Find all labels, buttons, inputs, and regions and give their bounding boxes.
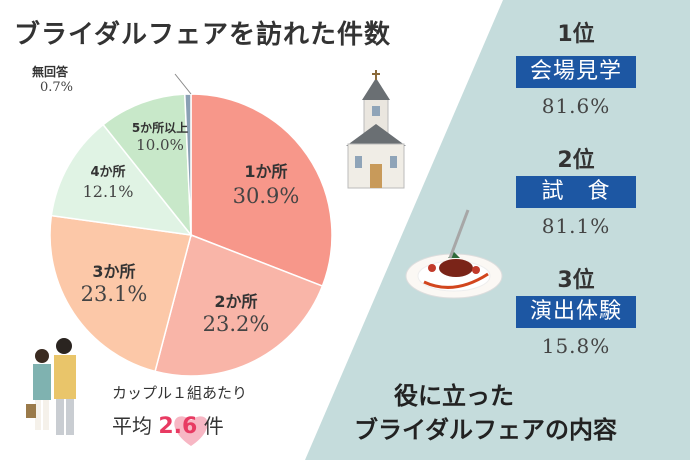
slice-value-3: 23.1% [80, 282, 148, 306]
pie-slice-1 [190, 93, 333, 288]
slice-label-5: 5か所以上 [131, 121, 189, 135]
rank-1-box: 会場見学 [516, 56, 636, 88]
pie-slice-2 [154, 233, 324, 377]
rank-3-value: 15.8% [541, 334, 611, 358]
pie-chart [49, 93, 333, 377]
slice-label-6: 無回答 [32, 65, 69, 79]
slice-value-2: 23.2% [202, 312, 270, 336]
ranking-title-line2: ブライダルフェアの内容 [354, 416, 618, 444]
no-answer-leader-line [174, 73, 192, 95]
rank-3-box: 演出体験 [516, 296, 636, 328]
pie-slice-3 [49, 214, 192, 373]
slice-value-4: 12.1% [82, 182, 134, 201]
slice-value-6: 0.7% [40, 80, 74, 95]
heart-icon [174, 416, 208, 446]
slice-label-3: 3か所 [92, 262, 136, 281]
slice-label-2: 2か所 [214, 292, 258, 311]
average-line: 平均 2.6 件 [112, 410, 224, 439]
slice-value-1: 30.9% [232, 184, 300, 208]
slice-value-5: 10.0% [136, 136, 184, 154]
rank-1-title: 1位 [557, 22, 595, 47]
pie-slice-4 [50, 123, 193, 237]
chart-title: ブライダルフェアを訪れた件数 [14, 20, 391, 50]
average-unit: 件 [203, 414, 224, 438]
average-value: 2.6 [158, 414, 198, 439]
ranking-title-line1: 役に立った [394, 382, 514, 410]
rank-2-box: 試 食 [516, 176, 636, 208]
rank-1-value: 81.6% [541, 94, 611, 118]
dish-illustration [405, 209, 503, 299]
rank-2-value: 81.1% [541, 214, 611, 238]
rank-2-title: 2位 [557, 148, 595, 173]
slice-label-1: 1か所 [244, 162, 288, 181]
slice-label-4: 4か所 [90, 165, 126, 180]
pie-slice-5 [102, 93, 192, 238]
rank-3-title: 3位 [557, 268, 595, 293]
average-prefix: カップル１組あたり [112, 384, 248, 402]
chapel-illustration [346, 70, 406, 189]
right-panel [305, 0, 690, 460]
couple-illustration [26, 338, 76, 435]
average-label: 平均 [112, 414, 152, 438]
